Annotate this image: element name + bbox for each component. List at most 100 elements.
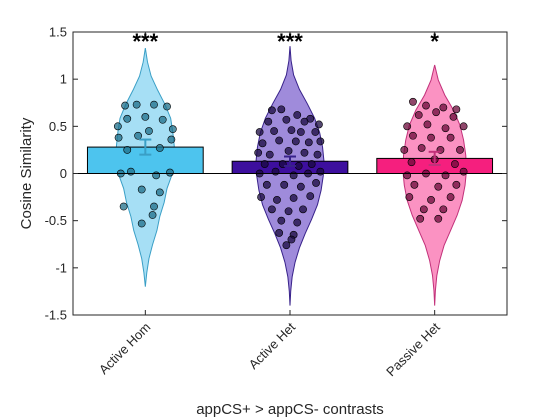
data-point (255, 128, 264, 136)
data-point (446, 133, 455, 142)
data-point (277, 105, 286, 114)
significance-label: *** (277, 29, 303, 54)
data-point (434, 182, 443, 191)
significance-label: * (430, 29, 439, 54)
data-point (400, 146, 409, 154)
data-point (452, 105, 461, 114)
data-point (423, 120, 432, 129)
data-point (291, 137, 300, 146)
y-tick-label: -0.5 (45, 213, 67, 228)
data-point (150, 100, 158, 109)
data-point (152, 171, 161, 180)
data-point (403, 122, 412, 131)
data-point (141, 113, 150, 121)
data-point (405, 193, 414, 201)
x-axis-title: appCS+ > appCS- contrasts (196, 401, 384, 418)
data-point (434, 214, 443, 223)
y-tick-label: -1 (55, 260, 67, 275)
y-axis-title: Cosine Similarity (18, 117, 35, 229)
data-point (456, 146, 464, 154)
data-point (313, 150, 322, 159)
data-point (265, 150, 274, 159)
data-point (446, 193, 455, 201)
data-point (294, 162, 303, 170)
data-point (254, 148, 263, 157)
errorbars-layer (139, 138, 441, 167)
data-point (257, 193, 265, 201)
data-point (262, 180, 271, 189)
data-point (410, 180, 419, 189)
data-point (121, 101, 129, 110)
data-point (273, 196, 281, 204)
data-point (145, 127, 153, 135)
data-point (270, 127, 278, 135)
data-point (419, 205, 428, 214)
y-tick-label: 1 (60, 72, 67, 87)
data-point (293, 218, 302, 227)
data-point (312, 179, 320, 187)
data-point (155, 144, 164, 152)
data-point (268, 106, 276, 115)
data-point (449, 113, 458, 121)
data-point (289, 171, 298, 180)
data-point (459, 122, 468, 131)
data-point (275, 136, 284, 145)
data-point (409, 97, 417, 106)
data-point (459, 167, 468, 176)
y-tick-label: 0 (60, 166, 67, 181)
data-point (316, 167, 325, 176)
data-point (119, 202, 128, 211)
data-point (275, 229, 284, 237)
data-point (260, 160, 269, 168)
data-point (311, 128, 320, 136)
data-point (316, 137, 325, 146)
data-point (441, 171, 450, 180)
data-point (451, 160, 459, 168)
data-point (403, 171, 412, 180)
data-point (306, 192, 315, 201)
y-tick-label: 0.5 (49, 119, 67, 134)
data-point (166, 168, 174, 177)
data-point (300, 148, 309, 157)
data-point (414, 111, 423, 119)
data-point (158, 115, 167, 124)
points-layer (113, 97, 468, 250)
data-point (113, 122, 122, 131)
significance-labels: *** *** * (132, 29, 439, 54)
data-point (300, 117, 309, 126)
data-point (137, 185, 146, 194)
data-point (150, 202, 158, 211)
data-point (114, 133, 123, 142)
data-point (296, 182, 305, 191)
y-tick-label: 1.5 (49, 25, 67, 40)
data-point (439, 205, 448, 214)
x-tick-label: Active Hom (96, 320, 154, 378)
data-point (422, 101, 430, 110)
data-point (126, 167, 135, 176)
data-point (315, 120, 323, 129)
data-point (123, 146, 132, 154)
data-point (304, 138, 313, 147)
data-point (284, 207, 293, 216)
data-point (299, 205, 307, 214)
data-point (268, 205, 276, 214)
x-tick-label: Active Het (246, 319, 299, 372)
data-point (427, 133, 435, 142)
data-point (417, 144, 426, 152)
data-point (155, 188, 164, 197)
data-point (307, 160, 316, 168)
data-point (134, 131, 142, 140)
data-point (284, 146, 293, 155)
data-point (416, 214, 425, 223)
data-point (409, 131, 417, 140)
data-point (282, 115, 291, 124)
data-point (258, 139, 267, 148)
y-ticks: -1.5 -1 -0.5 0 0.5 1 1.5 (45, 25, 507, 323)
significance-label: *** (132, 29, 158, 54)
data-point (137, 219, 146, 228)
data-point (280, 180, 289, 189)
data-point (148, 211, 157, 219)
data-point (123, 114, 132, 123)
data-point (287, 235, 296, 244)
